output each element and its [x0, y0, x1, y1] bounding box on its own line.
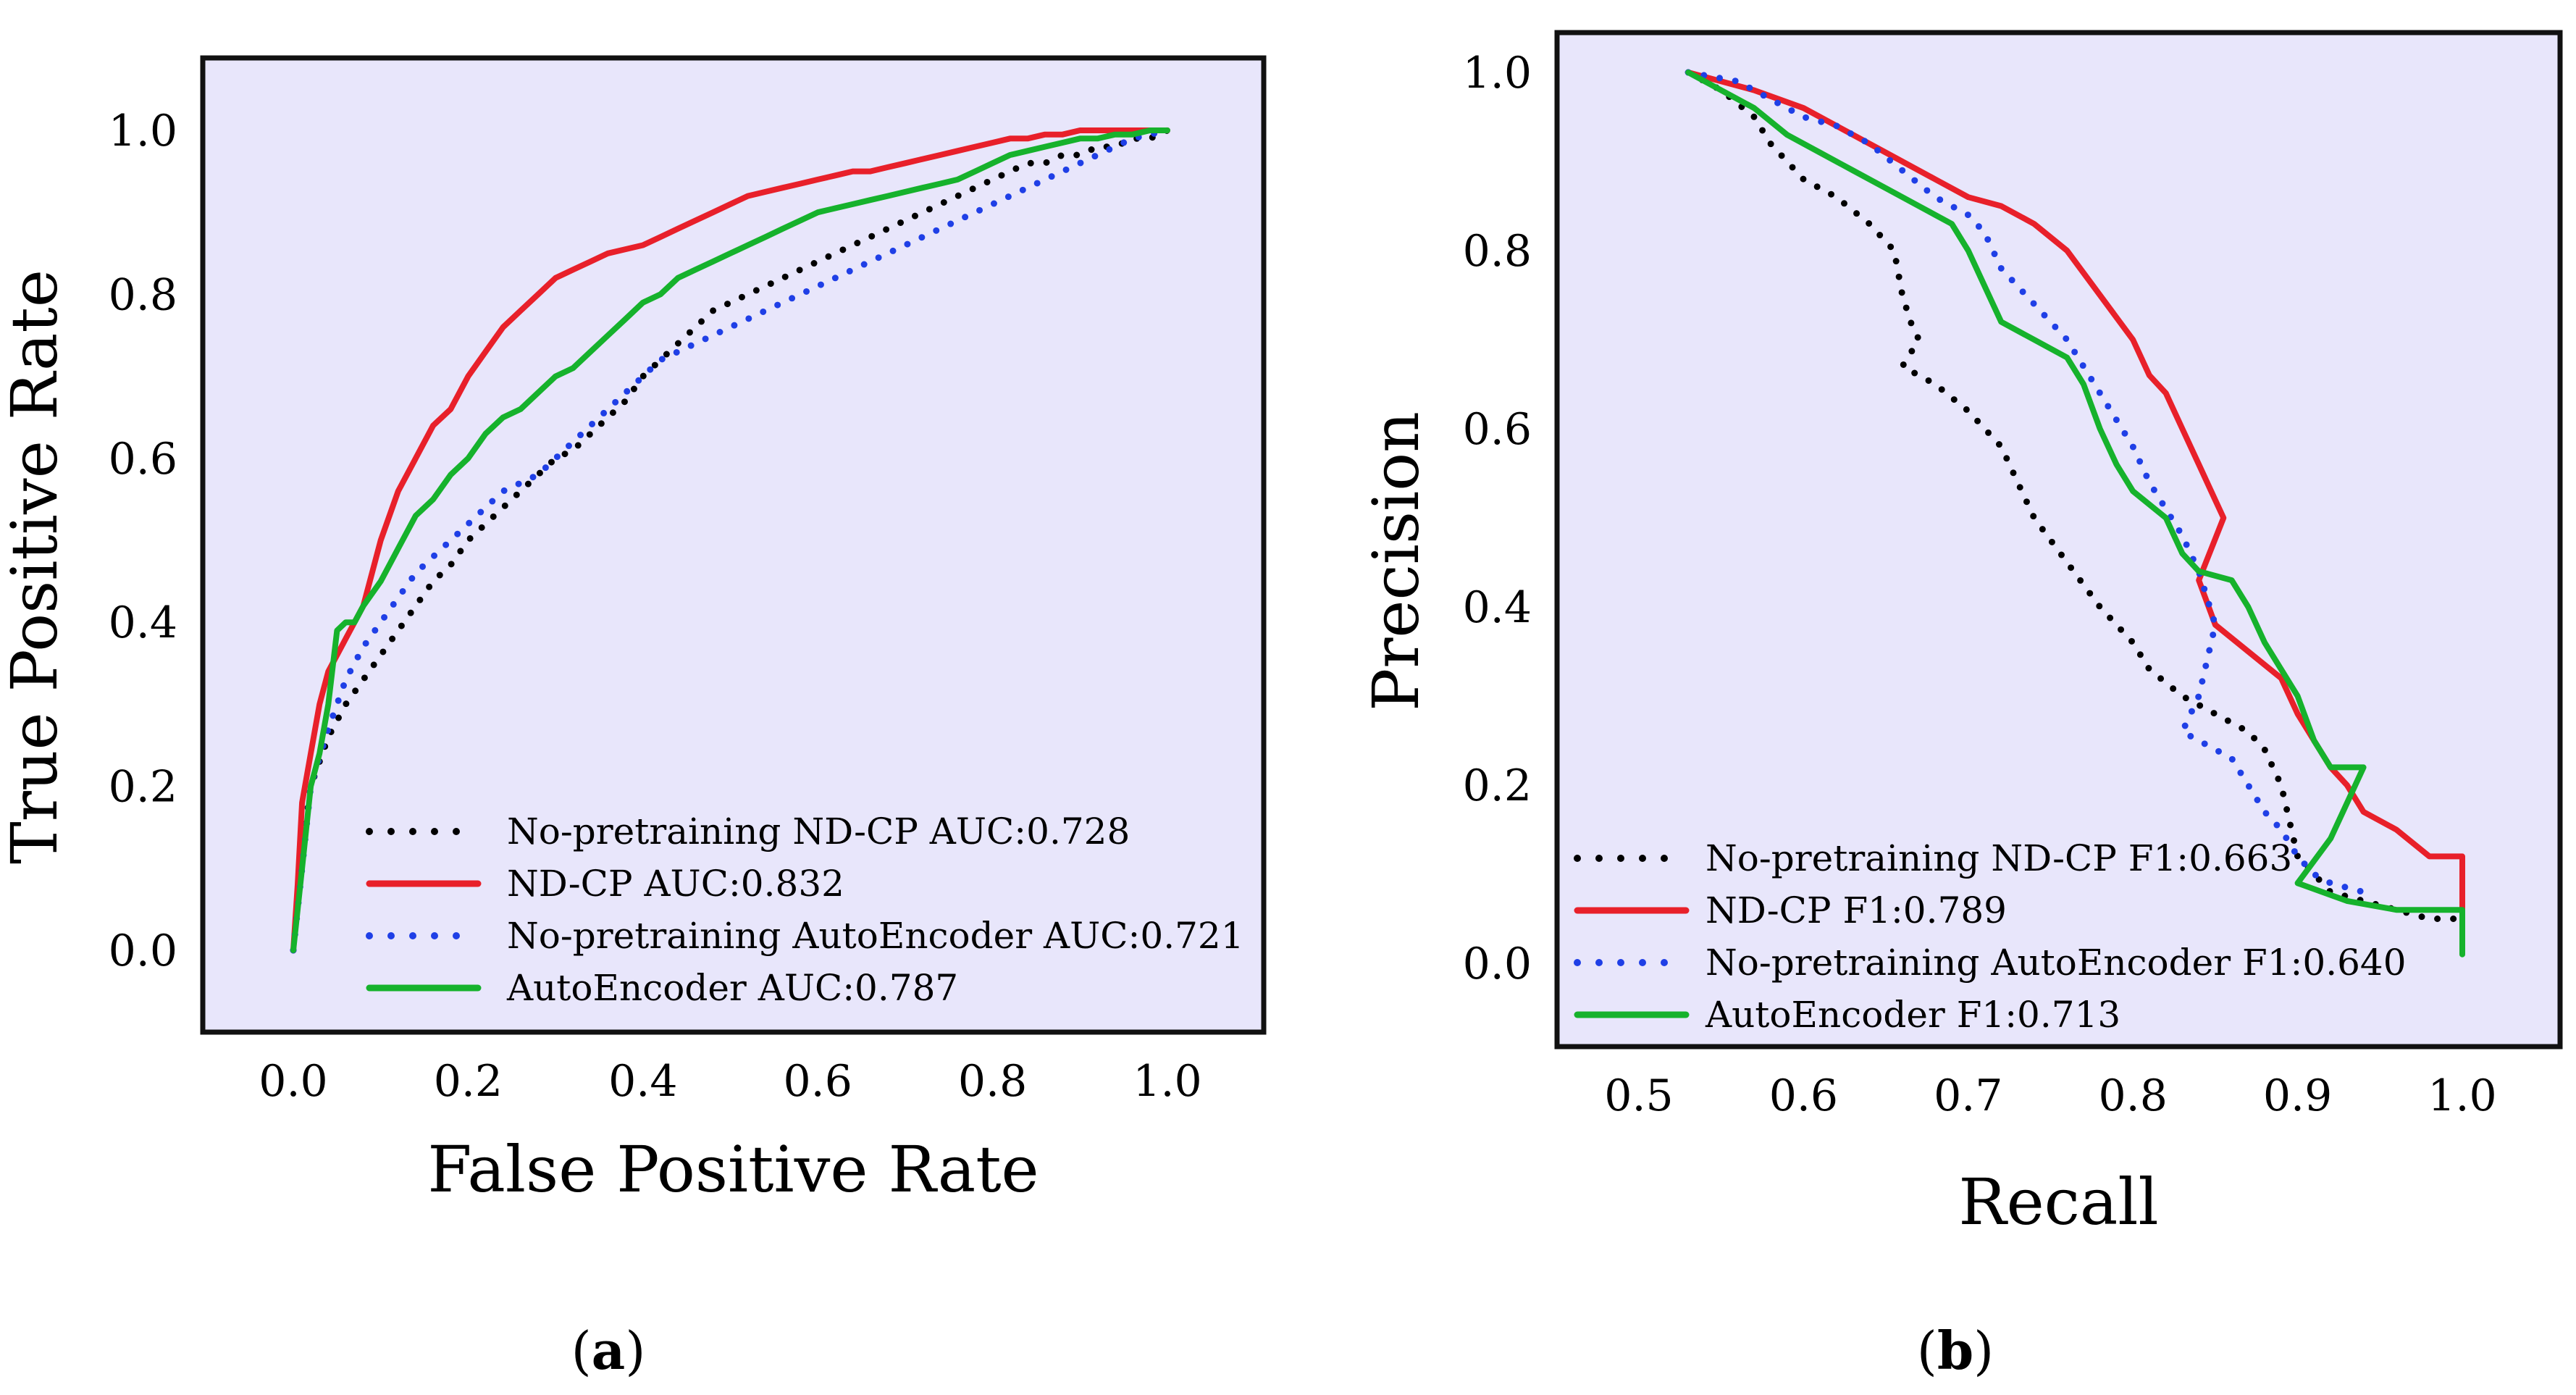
x-tick-label-a-1: 0.2 — [434, 1056, 503, 1107]
series-line-b-1 — [1685, 70, 2465, 949]
y-tick-label-a-1: 0.2 — [109, 762, 177, 813]
series-line-a-3 — [290, 127, 1170, 953]
y-tick-label-b-3: 0.6 — [1463, 404, 1532, 455]
series-group-a — [290, 127, 1171, 954]
x-tick-label-a-4: 0.8 — [958, 1056, 1027, 1107]
chart-a: 0.0 0.2 0.4 0.6 0.8 1.0 0.0 0.2 0.4 0.6 0.8 1.0 Fals… — [0, 55, 1267, 1381]
legend-label-a-1: ND-CP AUC:0.832 — [507, 863, 844, 905]
x-axis-label-b: Recall — [1958, 1165, 2158, 1239]
y-tick-label-a-4: 0.8 — [109, 269, 177, 320]
legend-b: No-pretraining ND-CP F1:0.663 ND-CP F1:0.… — [1574, 837, 2407, 1036]
series-group-b — [1685, 69, 2466, 958]
legend-a: No-pretraining ND-CP AUC:0.728 ND-CP AUC:… — [366, 810, 1244, 1009]
legend-label-a-3: AutoEncoder AUC:0.787 — [506, 967, 958, 1009]
plot-area-b — [1557, 33, 2560, 1047]
y-tick-label-a-0: 0.0 — [109, 926, 177, 976]
x-tick-label-b-1: 0.6 — [1769, 1071, 1838, 1121]
y-tick-label-b-0: 0.0 — [1463, 939, 1532, 989]
x-tick-label-a-2: 0.4 — [608, 1056, 677, 1107]
series-line-a-2 — [290, 127, 1171, 954]
y-axis-label-b: Precision — [1359, 411, 1433, 711]
plot-frame-b — [1554, 30, 2563, 1050]
x-tick-label-a-0: 0.0 — [259, 1056, 327, 1107]
plot-frame-a — [200, 55, 1267, 1035]
y-tick-label-b-2: 0.4 — [1463, 582, 1532, 633]
x-axis-label-a: False Positive Rate — [427, 1132, 1039, 1207]
x-tick-label-b-0: 0.5 — [1604, 1071, 1673, 1121]
series-line-b-3 — [1685, 70, 2465, 958]
chart-b: 0.5 0.6 0.7 0.8 0.9 1.0 0.0 0.2 0.4 0.6 0.8 1.0 Reca… — [1359, 30, 2563, 1381]
legend-label-b-0: No-pretraining ND-CP F1:0.663 — [1706, 837, 2292, 879]
x-tick-label-b-4: 0.9 — [2263, 1071, 2332, 1121]
legend-label-a-0: No-pretraining ND-CP AUC:0.728 — [507, 810, 1130, 852]
y-tick-label-b-4: 0.8 — [1463, 226, 1532, 277]
legend-label-b-3: AutoEncoder F1:0.713 — [1705, 994, 2120, 1036]
series-line-a-0 — [290, 127, 1171, 954]
legend-label-a-2: No-pretraining AutoEncoder AUC:0.721 — [507, 915, 1244, 957]
y-tick-label-a-2: 0.4 — [109, 598, 177, 648]
panel-label-b: (b) — [1917, 1320, 1994, 1381]
legend-label-b-1: ND-CP F1:0.789 — [1706, 889, 2007, 931]
x-tick-label-a-3: 0.6 — [783, 1056, 852, 1107]
panel-label-a: (a) — [571, 1320, 646, 1381]
y-tick-label-b-1: 0.2 — [1463, 761, 1532, 811]
y-tick-label-b-5: 1.0 — [1463, 48, 1532, 99]
x-tick-label-b-2: 0.7 — [1934, 1071, 2002, 1121]
x-tick-label-b-3: 0.8 — [2098, 1071, 2167, 1121]
y-tick-label-a-5: 1.0 — [109, 106, 177, 156]
y-axis-label-a: True Positive Rate — [0, 269, 72, 864]
x-tick-label-b-5: 1.0 — [2428, 1071, 2496, 1121]
series-line-b-0 — [1685, 69, 2466, 922]
y-tick-label-a-3: 0.6 — [109, 434, 177, 485]
legend-label-b-2: No-pretraining AutoEncoder F1:0.640 — [1706, 942, 2407, 984]
series-line-a-1 — [290, 127, 1170, 953]
x-tick-label-a-5: 1.0 — [1133, 1056, 1201, 1107]
series-line-b-2 — [1685, 69, 2367, 896]
